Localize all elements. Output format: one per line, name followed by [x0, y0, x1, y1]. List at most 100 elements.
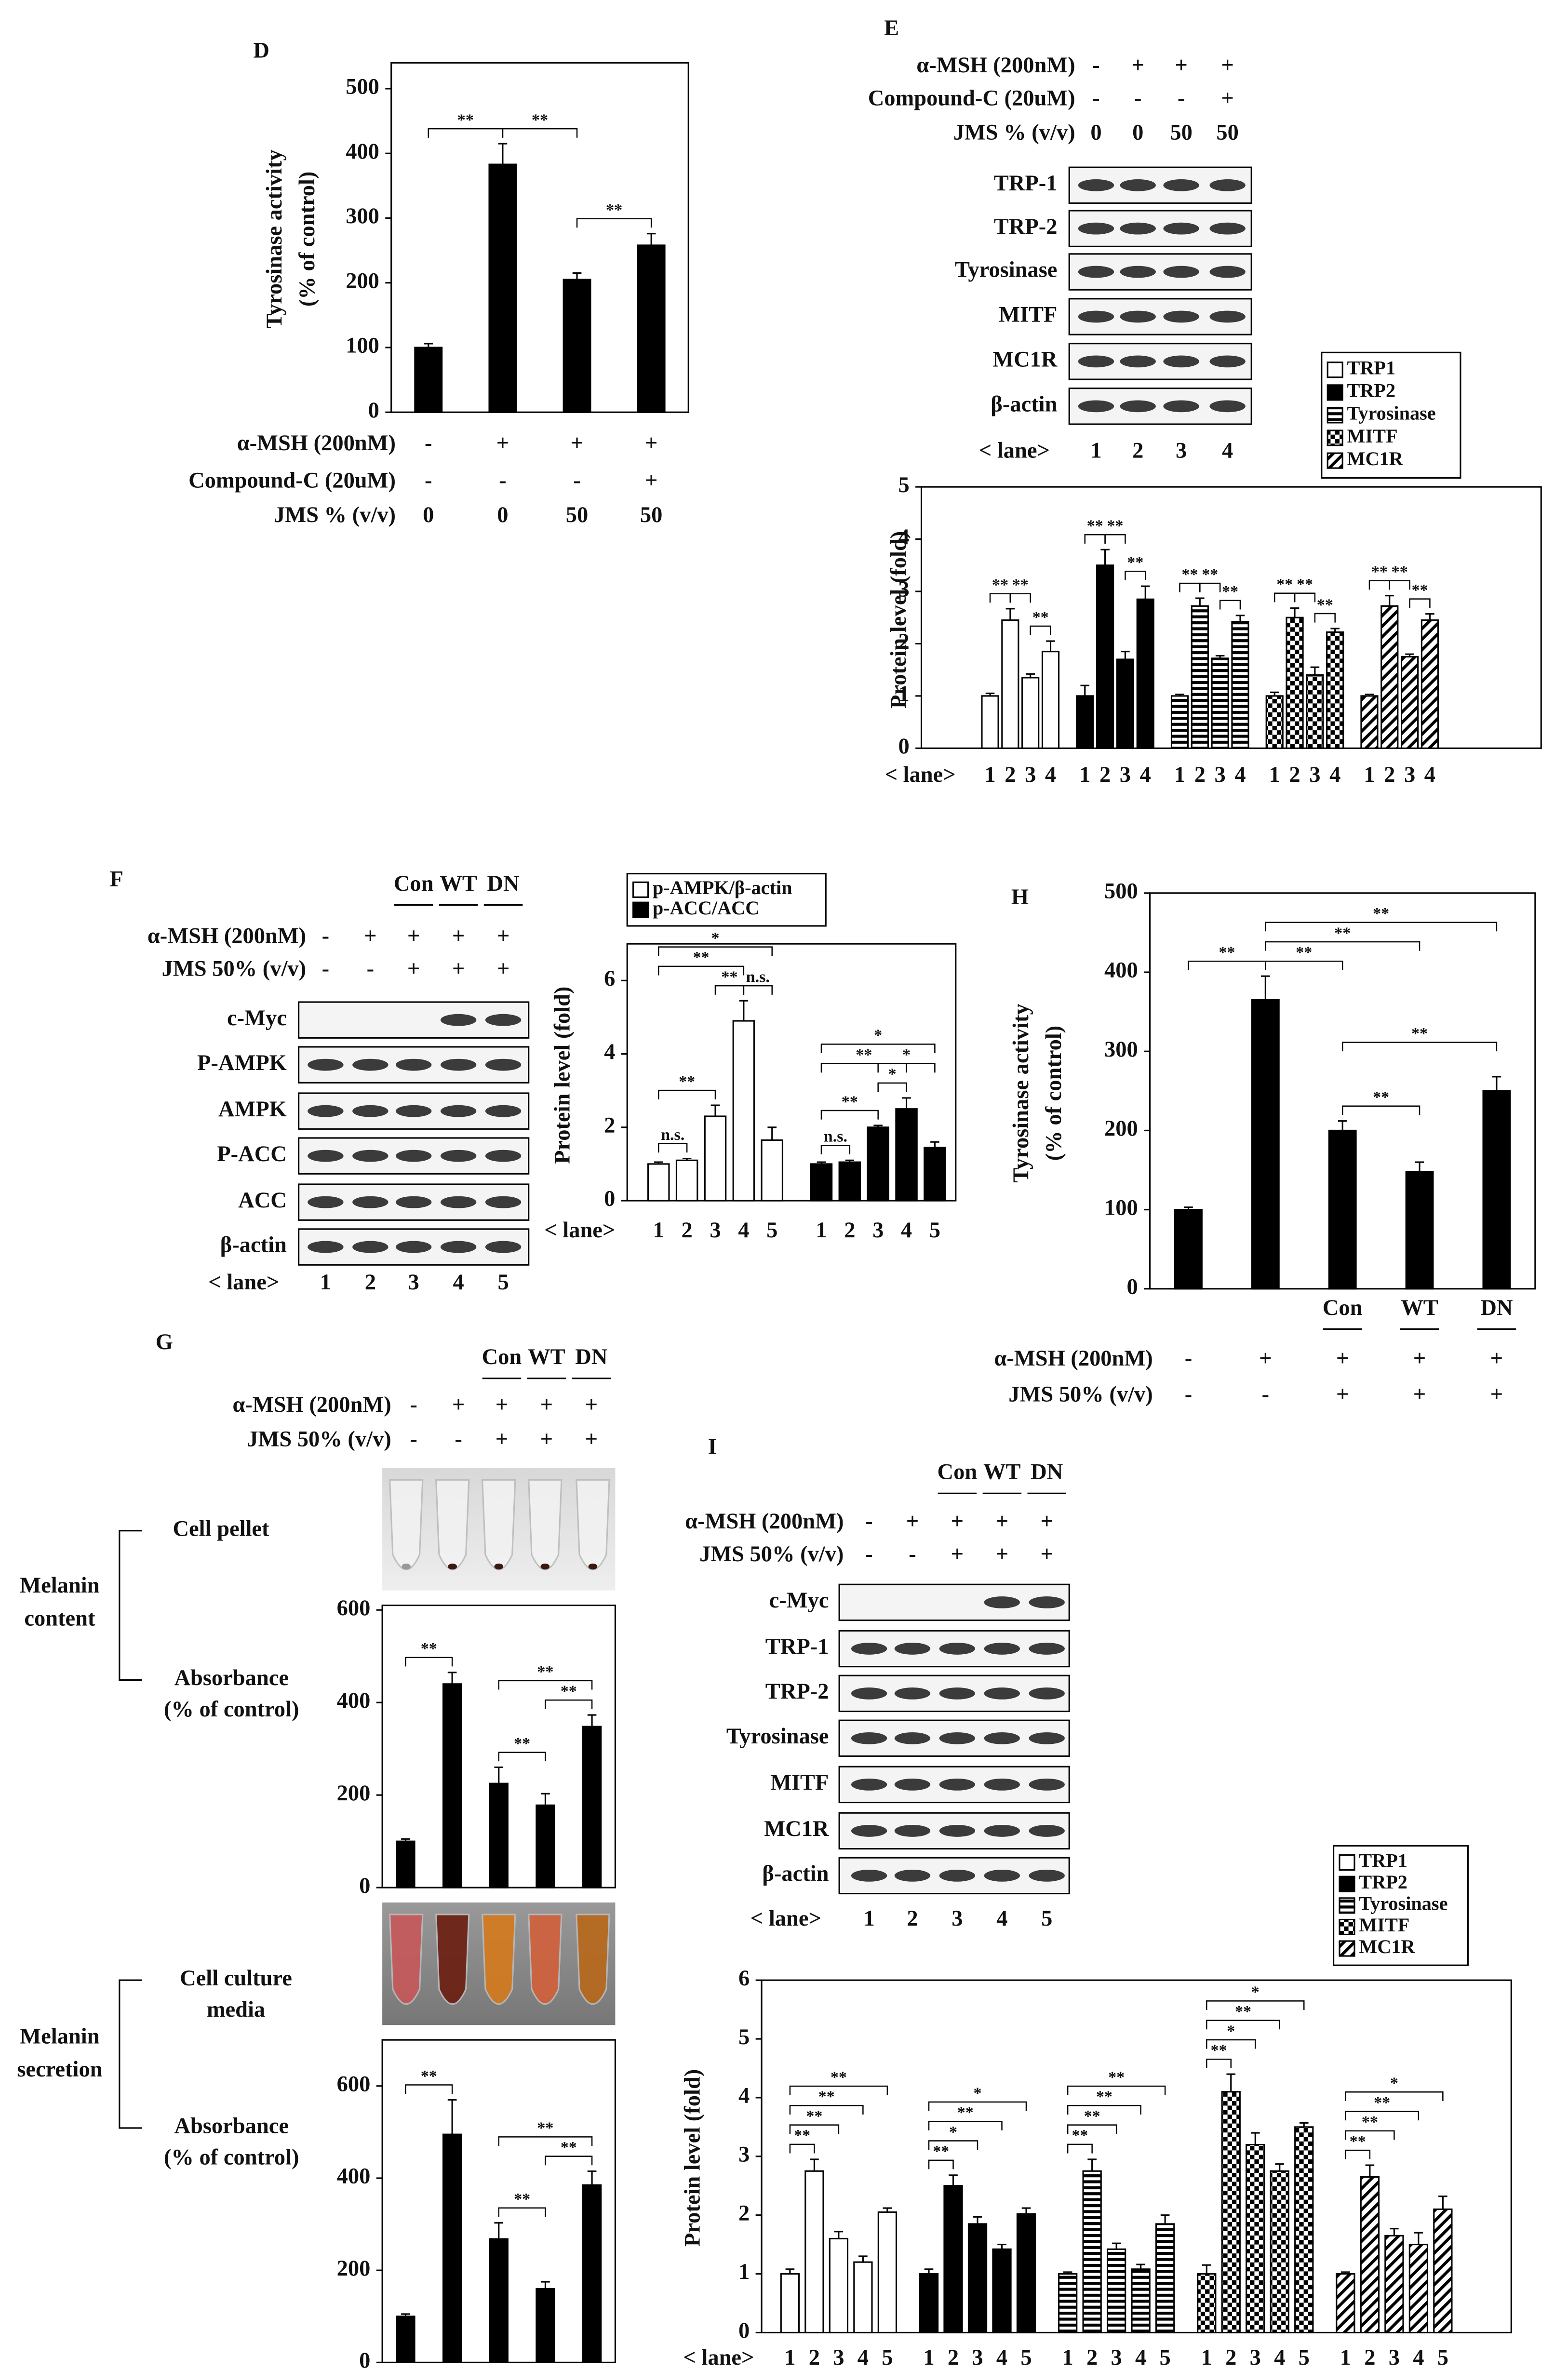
significance-bracket — [576, 218, 652, 228]
bar — [1076, 695, 1094, 749]
condition-value: + — [407, 957, 420, 981]
absorbance-label: (% of control) — [164, 2145, 299, 2170]
condition-label: Compound-C (20uM) — [188, 469, 396, 493]
x-tick-label: 2 — [1384, 763, 1395, 787]
tube — [389, 1479, 424, 1570]
x-tick-label: 4 — [738, 1218, 749, 1243]
blot-band — [939, 1869, 976, 1882]
bar — [1360, 2176, 1380, 2333]
error-bar — [587, 1714, 597, 1727]
bar — [1041, 651, 1060, 749]
significance-label: * — [711, 929, 719, 947]
bar — [732, 1020, 755, 1202]
error-bar — [873, 1125, 883, 1127]
significance-label: * — [902, 1046, 911, 1064]
blot-band — [1078, 179, 1114, 191]
blot-band — [1029, 1869, 1065, 1882]
lane-number: 4 — [1222, 439, 1233, 463]
blot-label: P-ACC — [217, 1142, 287, 1166]
y-tick-label: 100 — [1104, 1195, 1138, 1220]
bar — [761, 1139, 783, 1202]
bar — [1328, 1129, 1357, 1290]
y-tick-label: 5 — [898, 473, 910, 497]
y-tick-label: 400 — [346, 139, 379, 164]
bar — [1106, 2248, 1126, 2333]
blot-label: TRP-1 — [994, 171, 1058, 196]
y-tick-label: 300 — [1104, 1037, 1138, 1062]
legend-swatch — [1327, 429, 1343, 446]
y-axis-label: Tyrosinase activity — [262, 149, 287, 328]
bar — [489, 2238, 509, 2363]
significance-bracket — [545, 2156, 593, 2166]
lane-label: < lane> — [750, 1906, 821, 1931]
condition-label: α-MSH (200nM) — [147, 924, 306, 948]
lane-number: 5 — [497, 1270, 509, 1295]
blot-band — [1120, 179, 1156, 191]
blot-band — [395, 1105, 432, 1117]
error-bar — [883, 2207, 892, 2212]
condition-value: - — [1185, 1346, 1192, 1371]
construct-label: Con — [482, 1345, 522, 1369]
y-tick-label: 2 — [604, 1113, 615, 1138]
y-tick-label: 0 — [604, 1187, 615, 1211]
blot-band — [308, 1105, 344, 1117]
x-tick-label: 1 — [653, 1218, 664, 1243]
bar — [1231, 621, 1249, 749]
lane-number: 3 — [408, 1270, 419, 1295]
error-bar — [1290, 607, 1300, 618]
significance-bracket — [714, 985, 745, 995]
bar — [1221, 2091, 1241, 2333]
bar — [924, 1147, 946, 1202]
blot-band — [1078, 310, 1114, 323]
error-bar — [1226, 2073, 1236, 2092]
bar — [563, 279, 591, 413]
condition-value: + — [1336, 1382, 1349, 1407]
significance-bracket — [1067, 2085, 1166, 2095]
condition-value: + — [951, 1509, 964, 1534]
significance-label: ** — [818, 2088, 835, 2106]
absorbance-label: Absorbance — [174, 1666, 289, 1690]
significance-label: ** — [1235, 2003, 1251, 2021]
condition-value: + — [540, 1427, 553, 1451]
condition-value: + — [1413, 1346, 1426, 1371]
condition-label: JMS % (v/v) — [274, 503, 396, 527]
condition-value: 50 — [1216, 121, 1238, 145]
y-tick-label: 0 — [359, 1874, 370, 1898]
significance-bracket — [789, 2124, 840, 2134]
y-tick-label: 100 — [346, 334, 379, 358]
lane-number: 4 — [996, 1906, 1007, 1931]
significance-bracket — [928, 2101, 1027, 2111]
blot-label: c-Myc — [769, 1588, 829, 1613]
blot-band — [485, 1196, 522, 1208]
significance-bracket — [1345, 2149, 1371, 2159]
significance-label: n.s. — [746, 968, 770, 986]
significance-bracket — [1273, 592, 1296, 603]
condition-label: α-MSH (200nM) — [232, 1393, 391, 1417]
bar — [1421, 619, 1439, 749]
blot-band — [395, 1150, 432, 1162]
error-bar — [1438, 2196, 1447, 2209]
condition-value: + — [585, 1393, 598, 1417]
blot-band — [395, 1241, 432, 1253]
x-tick-label: 4 — [901, 1218, 912, 1243]
x-tick-label: 3 — [1025, 763, 1036, 787]
condition-value: + — [1041, 1509, 1053, 1534]
blot-band — [1209, 222, 1246, 235]
x-tick-label: 1 — [984, 763, 995, 787]
melanin-label: secretion — [17, 2057, 102, 2082]
x-tick-label: 1 — [816, 1218, 827, 1243]
condition-value: - — [410, 1393, 417, 1417]
error-bar — [1112, 2242, 1121, 2249]
x-tick-label: 1 — [1079, 763, 1090, 787]
blot-band — [440, 1058, 477, 1071]
blot-band — [984, 1643, 1020, 1655]
panel-label: G — [156, 1330, 173, 1354]
condition-value: + — [1336, 1346, 1349, 1371]
tube — [482, 1914, 516, 2005]
condition-value: + — [585, 1427, 598, 1451]
blot-band — [395, 1058, 432, 1071]
blot-label: β-actin — [762, 1861, 829, 1886]
significance-bracket — [498, 2207, 546, 2217]
x-tick-label: 4 — [858, 2345, 869, 2370]
